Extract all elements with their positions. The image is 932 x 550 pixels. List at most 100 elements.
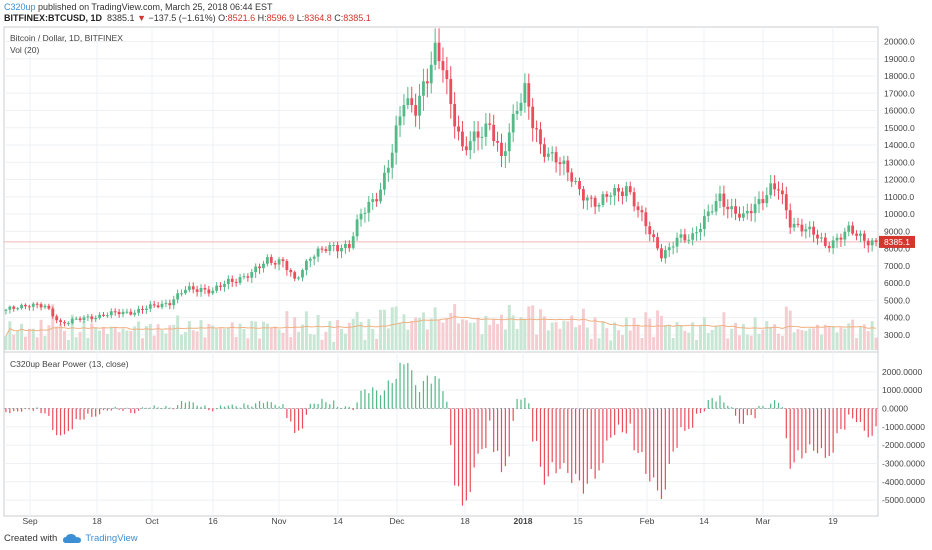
low-value: 8364.8: [304, 13, 332, 23]
candle-body: [20, 304, 23, 309]
candle-body: [660, 248, 663, 259]
volume-bar: [749, 335, 753, 350]
bear-power-axis-tick-label: 0.0000: [882, 404, 908, 414]
tradingview-brand[interactable]: TradingView: [85, 533, 138, 544]
candle-body: [621, 191, 624, 197]
author-link[interactable]: C320up: [4, 2, 36, 12]
volume-bar: [304, 311, 308, 350]
bear-power-bar: [442, 391, 444, 409]
volume-bar: [531, 305, 535, 350]
volume-bar: [792, 332, 796, 350]
volume-bar: [457, 323, 461, 350]
high-label: H:: [257, 13, 267, 23]
price-axis-tick-label: 8000.0: [884, 244, 910, 254]
volume-bar: [281, 332, 285, 350]
bear-power-bar: [446, 401, 448, 409]
volume-bar: [273, 326, 277, 350]
candle-body: [796, 223, 800, 225]
price-axis-tick-label: 17000.0: [884, 88, 915, 98]
candle-body: [862, 233, 866, 241]
volume-bar: [16, 330, 20, 350]
candle-body: [667, 247, 671, 251]
bear-power-bar: [723, 402, 725, 409]
bear-power-bar: [625, 408, 627, 434]
candle-body: [757, 199, 761, 205]
volume-bar: [667, 324, 671, 350]
bear-power-bar: [684, 408, 686, 431]
volume-bar: [671, 338, 675, 350]
candle-body: [219, 285, 222, 287]
candle-body: [133, 312, 137, 315]
price-axis-tick-label: 7000.0: [884, 261, 910, 271]
bear-power-bar: [524, 397, 526, 409]
volume-bar: [601, 321, 605, 350]
bear-power-bar: [255, 403, 257, 409]
candle-body: [640, 210, 644, 213]
volume-bar: [23, 336, 27, 350]
volume-bar: [765, 321, 769, 350]
volume-bar: [98, 330, 102, 350]
volume-bar: [679, 324, 683, 350]
volume-bar: [355, 311, 359, 350]
bear-power-bar: [309, 403, 311, 409]
candle-body: [156, 305, 160, 308]
low-label: L:: [296, 13, 305, 23]
candle-body: [503, 151, 507, 156]
candle-body: [226, 278, 230, 285]
volume-bar: [648, 318, 652, 350]
candle-body: [320, 248, 324, 250]
bear-power-bar: [200, 406, 202, 409]
candle-body: [363, 212, 367, 214]
candle-body: [293, 272, 297, 279]
volume-bar: [640, 337, 644, 350]
bear-power-bar: [816, 408, 819, 454]
volume-bar: [675, 322, 679, 350]
volume-bar: [363, 339, 367, 350]
bear-power-bar: [376, 390, 378, 409]
volume-bar: [589, 338, 593, 350]
bear-power-bar: [102, 408, 105, 411]
bear-power-bar: [578, 408, 581, 481]
price-axis-tick-label: 5000.0: [884, 295, 910, 305]
volume-bar: [804, 330, 808, 350]
candle-body: [199, 288, 203, 292]
bear-power-bar: [844, 408, 846, 430]
volume-bar: [449, 313, 453, 350]
volume-bar: [74, 337, 78, 350]
volume-bar: [843, 328, 847, 350]
bear-power-bar: [801, 408, 803, 459]
volume-bar: [617, 330, 621, 350]
candle-body: [769, 183, 773, 196]
candle-body: [137, 309, 141, 313]
candle-body: [148, 304, 152, 309]
volume-bar: [632, 317, 636, 350]
volume-bar: [117, 332, 121, 350]
volume-ma-line: [5, 315, 877, 337]
candle-body: [851, 225, 855, 234]
bear-power-bar: [500, 408, 503, 473]
candle-body: [379, 189, 382, 202]
volume-bar: [823, 324, 827, 350]
candle-body: [820, 237, 823, 239]
time-axis-tick-label: 2018: [514, 516, 533, 526]
candle-body: [706, 211, 710, 217]
bear-power-bar: [91, 408, 93, 417]
volume-bar: [238, 323, 242, 350]
candle-body: [539, 129, 542, 145]
volume-bar: [172, 324, 176, 350]
candle-body: [246, 276, 250, 278]
volume-bar: [581, 308, 585, 350]
bear-power-bar: [586, 408, 588, 484]
bear-power-bar: [317, 403, 319, 409]
bear-power-bar: [59, 408, 62, 436]
volume-bar: [433, 307, 437, 350]
bear-power-bar: [270, 402, 272, 409]
bear-power-bar: [789, 408, 791, 469]
volume-bar: [812, 328, 816, 350]
bear-power-bar: [711, 398, 713, 409]
volume-bar: [222, 328, 226, 350]
candle-body: [180, 293, 183, 295]
last-price-value: 8385.1: [107, 13, 135, 23]
candle-body: [492, 124, 496, 142]
